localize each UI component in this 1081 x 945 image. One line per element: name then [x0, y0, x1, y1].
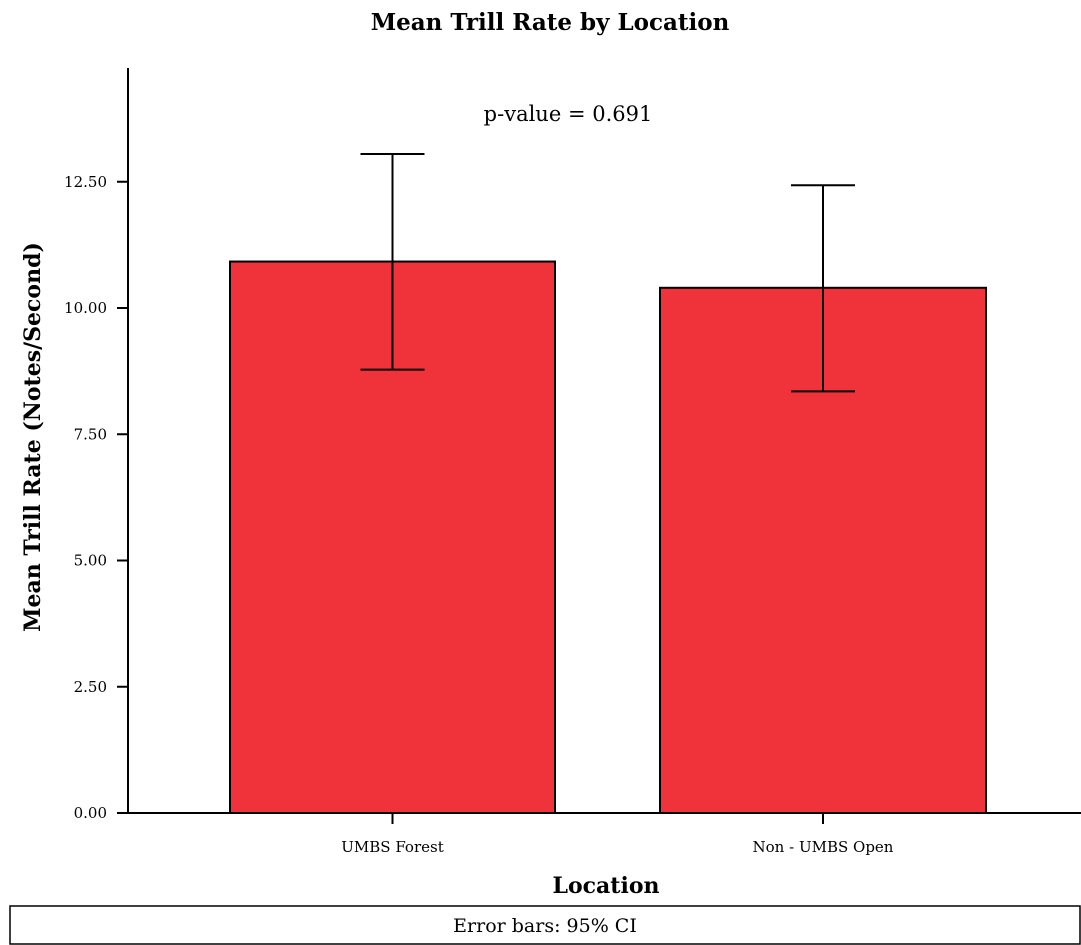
- footnote-box: [9, 905, 1081, 945]
- y-tick-label-0: 0.00: [74, 804, 107, 822]
- y-tick-label-1: 2.50: [74, 678, 107, 696]
- error-bars-group: [360, 152, 855, 393]
- bars-group: [229, 260, 987, 815]
- y-axis-label: Mean Trill Rate (Notes/Second): [20, 242, 46, 632]
- y-tick-label-3: 7.50: [74, 425, 107, 443]
- chart-title: Mean Trill Rate by Location: [371, 9, 730, 36]
- x-tick-label-1: Non - UMBS Open: [753, 838, 894, 856]
- x-axis-label: Location: [553, 873, 660, 899]
- y-tick-label-4: 10.00: [64, 299, 107, 317]
- footnote-text: Error bars: 95% CI: [453, 915, 637, 937]
- y-tick-label-5: 12.50: [64, 173, 107, 191]
- x-tick-label-0: UMBS Forest: [341, 838, 443, 856]
- x-axis: UMBS Forest Non - UMBS Open: [127, 812, 1081, 856]
- p-value-annotation: p-value = 0.691: [484, 102, 653, 126]
- y-tick-label-2: 5.00: [74, 552, 107, 570]
- y-axis: 0.00 2.50 5.00 7.50 10.00 12.50: [64, 68, 129, 822]
